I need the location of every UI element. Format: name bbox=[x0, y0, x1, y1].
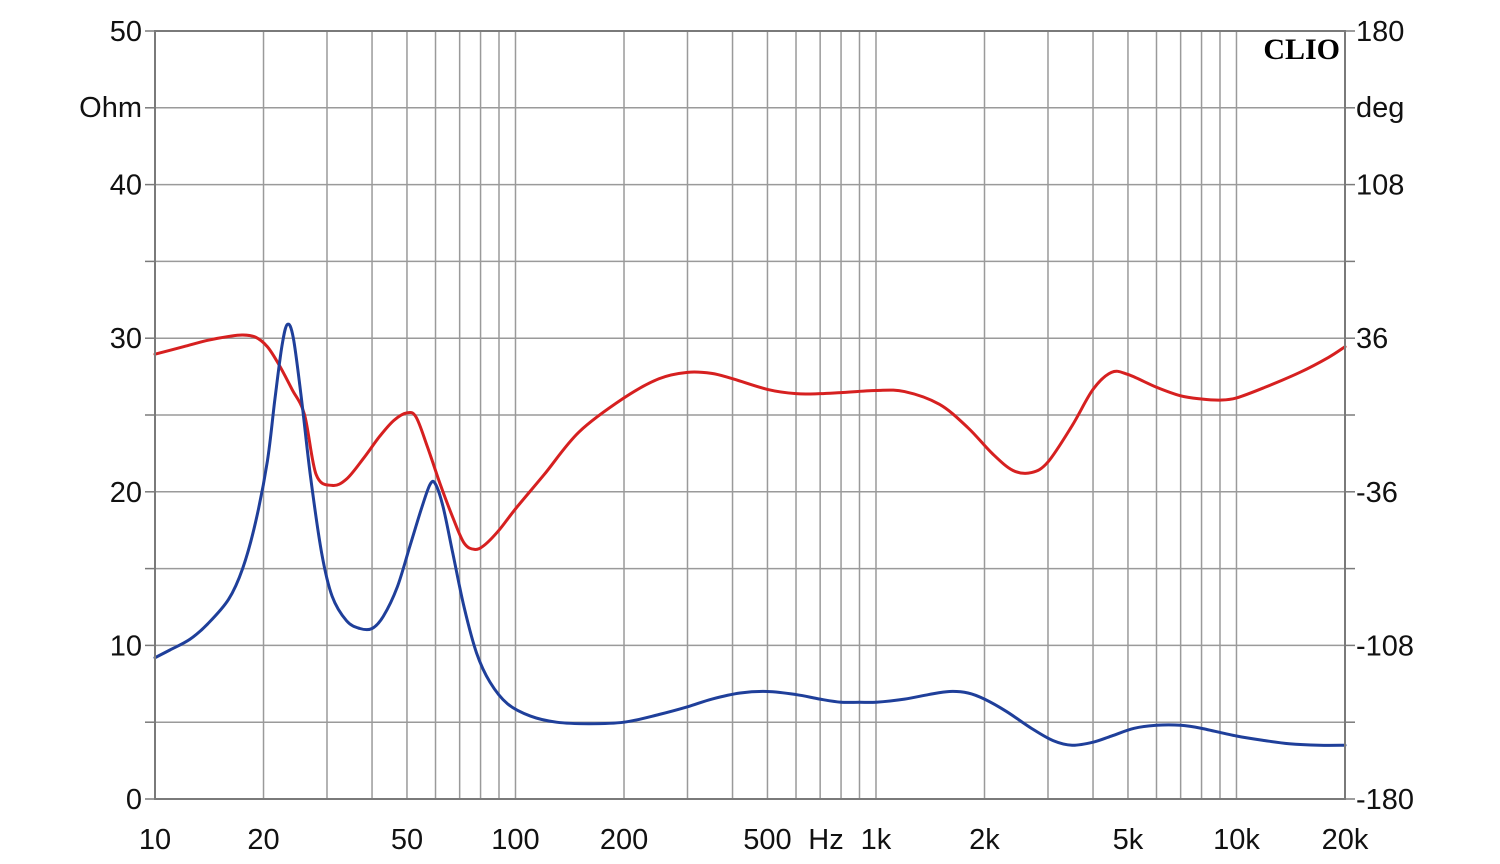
chart-series bbox=[153, 322, 1347, 747]
right-tick-label: -108 bbox=[1356, 630, 1414, 662]
impedance-series-line bbox=[153, 322, 1347, 747]
plot-frame bbox=[154, 30, 1346, 800]
right-tick-label: 180 bbox=[1356, 16, 1404, 48]
x-unit-label: Hz bbox=[808, 824, 843, 856]
right-tick-label: -36 bbox=[1356, 477, 1398, 509]
x-tick-label: 500 bbox=[743, 824, 791, 856]
right-tick-labels: -180 -108 -36 36 108 180 bbox=[1356, 16, 1414, 816]
x-tick-label: 5k bbox=[1113, 824, 1144, 856]
x-tick-label: 200 bbox=[600, 824, 648, 856]
x-tick-labels: 10 20 50 100 200 500 1k 2k 5k 10k 20k bbox=[139, 824, 1369, 856]
x-tick-label: 10 bbox=[139, 824, 171, 856]
right-tick-label: -180 bbox=[1356, 784, 1414, 816]
left-tick-labels: 0 10 20 30 40 50 bbox=[110, 16, 142, 816]
chart-grid bbox=[145, 30, 1355, 800]
x-tick-label: 2k bbox=[969, 824, 1000, 856]
x-tick-label: 20k bbox=[1322, 824, 1369, 856]
x-tick-label: 20 bbox=[247, 824, 279, 856]
left-tick-label: 0 bbox=[126, 784, 142, 816]
left-tick-label: 30 bbox=[110, 323, 142, 355]
left-tick-label: 20 bbox=[110, 477, 142, 509]
x-tick-label: 100 bbox=[491, 824, 539, 856]
x-tick-label: 10k bbox=[1213, 824, 1260, 856]
left-tick-label: 10 bbox=[110, 630, 142, 662]
right-unit-label: deg bbox=[1356, 92, 1404, 124]
right-tick-label: 108 bbox=[1356, 170, 1404, 202]
x-tick-label: 1k bbox=[861, 824, 892, 856]
left-tick-label: 40 bbox=[110, 170, 142, 202]
x-tick-label: 50 bbox=[391, 824, 423, 856]
left-tick-label: 50 bbox=[110, 16, 142, 48]
left-unit-label: Ohm bbox=[79, 92, 142, 124]
right-tick-label: 36 bbox=[1356, 323, 1388, 355]
clio-brand-label: CLIO bbox=[1263, 33, 1340, 66]
phase-series-line bbox=[153, 333, 1347, 551]
